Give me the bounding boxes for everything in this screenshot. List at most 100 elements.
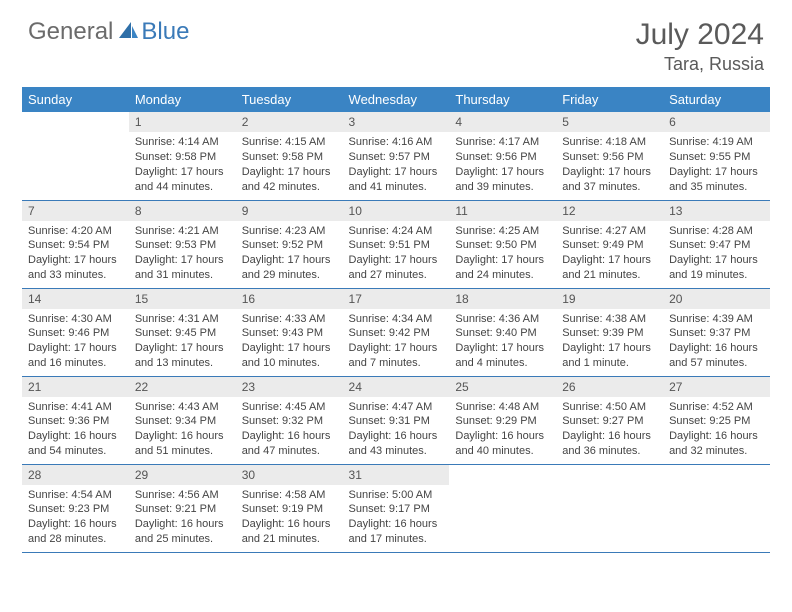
day-daylight1: Daylight: 17 hours <box>135 165 230 180</box>
calendar-day-cell <box>556 464 663 552</box>
day-data: Sunrise: 4:43 AMSunset: 9:34 PMDaylight:… <box>129 397 236 463</box>
month-year: July 2024 <box>636 18 764 52</box>
day-daylight1: Daylight: 16 hours <box>135 429 230 444</box>
day-sunrise: Sunrise: 4:16 AM <box>349 135 444 150</box>
day-sunset: Sunset: 9:37 PM <box>669 326 764 341</box>
day-sunrise: Sunrise: 4:58 AM <box>242 488 337 503</box>
day-sunrise: Sunrise: 4:52 AM <box>669 400 764 415</box>
day-number: 31 <box>343 465 450 485</box>
day-daylight2: and 31 minutes. <box>135 268 230 283</box>
day-sunset: Sunset: 9:58 PM <box>135 150 230 165</box>
weekday-header: Tuesday <box>236 87 343 112</box>
day-data: Sunrise: 4:47 AMSunset: 9:31 PMDaylight:… <box>343 397 450 463</box>
weekday-header: Sunday <box>22 87 129 112</box>
weekday-header: Friday <box>556 87 663 112</box>
day-data: Sunrise: 4:17 AMSunset: 9:56 PMDaylight:… <box>449 132 556 198</box>
day-sunrise: Sunrise: 4:47 AM <box>349 400 444 415</box>
day-data: Sunrise: 4:25 AMSunset: 9:50 PMDaylight:… <box>449 221 556 287</box>
day-data: Sunrise: 4:21 AMSunset: 9:53 PMDaylight:… <box>129 221 236 287</box>
day-sunrise: Sunrise: 4:15 AM <box>242 135 337 150</box>
day-daylight2: and 27 minutes. <box>349 268 444 283</box>
day-sunset: Sunset: 9:54 PM <box>28 238 123 253</box>
calendar-week-row: 7Sunrise: 4:20 AMSunset: 9:54 PMDaylight… <box>22 200 770 288</box>
day-sunrise: Sunrise: 4:50 AM <box>562 400 657 415</box>
day-number: 10 <box>343 201 450 221</box>
calendar-day-cell: 12Sunrise: 4:27 AMSunset: 9:49 PMDayligh… <box>556 200 663 288</box>
day-daylight2: and 40 minutes. <box>455 444 550 459</box>
day-daylight2: and 36 minutes. <box>562 444 657 459</box>
day-daylight1: Daylight: 16 hours <box>349 517 444 532</box>
day-sunset: Sunset: 9:56 PM <box>562 150 657 165</box>
calendar-day-cell: 25Sunrise: 4:48 AMSunset: 9:29 PMDayligh… <box>449 376 556 464</box>
day-daylight1: Daylight: 17 hours <box>349 165 444 180</box>
calendar-day-cell <box>663 464 770 552</box>
day-data: Sunrise: 4:20 AMSunset: 9:54 PMDaylight:… <box>22 221 129 287</box>
day-sunset: Sunset: 9:45 PM <box>135 326 230 341</box>
day-daylight2: and 29 minutes. <box>242 268 337 283</box>
calendar-day-cell: 4Sunrise: 4:17 AMSunset: 9:56 PMDaylight… <box>449 112 556 200</box>
day-sunset: Sunset: 9:32 PM <box>242 414 337 429</box>
day-daylight1: Daylight: 16 hours <box>28 517 123 532</box>
calendar-day-cell: 31Sunrise: 5:00 AMSunset: 9:17 PMDayligh… <box>343 464 450 552</box>
calendar-day-cell: 18Sunrise: 4:36 AMSunset: 9:40 PMDayligh… <box>449 288 556 376</box>
day-sunrise: Sunrise: 4:45 AM <box>242 400 337 415</box>
calendar-day-cell: 3Sunrise: 4:16 AMSunset: 9:57 PMDaylight… <box>343 112 450 200</box>
day-sunrise: Sunrise: 4:17 AM <box>455 135 550 150</box>
day-data: Sunrise: 4:19 AMSunset: 9:55 PMDaylight:… <box>663 132 770 198</box>
calendar-day-cell: 17Sunrise: 4:34 AMSunset: 9:42 PMDayligh… <box>343 288 450 376</box>
day-daylight2: and 51 minutes. <box>135 444 230 459</box>
day-number: 14 <box>22 289 129 309</box>
day-daylight1: Daylight: 16 hours <box>455 429 550 444</box>
day-daylight1: Daylight: 16 hours <box>669 429 764 444</box>
day-sunrise: Sunrise: 4:34 AM <box>349 312 444 327</box>
day-sunset: Sunset: 9:51 PM <box>349 238 444 253</box>
day-data: Sunrise: 4:28 AMSunset: 9:47 PMDaylight:… <box>663 221 770 287</box>
day-daylight2: and 39 minutes. <box>455 180 550 195</box>
day-daylight1: Daylight: 17 hours <box>349 341 444 356</box>
day-number: 1 <box>129 112 236 132</box>
day-daylight2: and 28 minutes. <box>28 532 123 547</box>
day-sunset: Sunset: 9:53 PM <box>135 238 230 253</box>
day-sunset: Sunset: 9:47 PM <box>669 238 764 253</box>
day-data: Sunrise: 4:56 AMSunset: 9:21 PMDaylight:… <box>129 485 236 551</box>
day-sunset: Sunset: 9:40 PM <box>455 326 550 341</box>
day-daylight2: and 43 minutes. <box>349 444 444 459</box>
day-data: Sunrise: 4:50 AMSunset: 9:27 PMDaylight:… <box>556 397 663 463</box>
day-sunrise: Sunrise: 4:14 AM <box>135 135 230 150</box>
weekday-header: Monday <box>129 87 236 112</box>
day-number: 26 <box>556 377 663 397</box>
day-daylight2: and 4 minutes. <box>455 356 550 371</box>
day-daylight2: and 32 minutes. <box>669 444 764 459</box>
brand-sail-icon <box>117 20 139 45</box>
day-sunrise: Sunrise: 4:24 AM <box>349 224 444 239</box>
day-number: 3 <box>343 112 450 132</box>
day-data: Sunrise: 4:38 AMSunset: 9:39 PMDaylight:… <box>556 309 663 375</box>
day-number: 24 <box>343 377 450 397</box>
calendar-day-cell: 24Sunrise: 4:47 AMSunset: 9:31 PMDayligh… <box>343 376 450 464</box>
day-daylight2: and 37 minutes. <box>562 180 657 195</box>
calendar-day-cell: 19Sunrise: 4:38 AMSunset: 9:39 PMDayligh… <box>556 288 663 376</box>
weekday-header: Thursday <box>449 87 556 112</box>
day-number: 27 <box>663 377 770 397</box>
day-data: Sunrise: 4:34 AMSunset: 9:42 PMDaylight:… <box>343 309 450 375</box>
day-sunrise: Sunrise: 4:38 AM <box>562 312 657 327</box>
day-number: 2 <box>236 112 343 132</box>
day-number: 21 <box>22 377 129 397</box>
day-data: Sunrise: 4:18 AMSunset: 9:56 PMDaylight:… <box>556 132 663 198</box>
day-daylight1: Daylight: 17 hours <box>455 341 550 356</box>
day-number: 19 <box>556 289 663 309</box>
day-sunrise: Sunrise: 4:43 AM <box>135 400 230 415</box>
calendar-day-cell: 7Sunrise: 4:20 AMSunset: 9:54 PMDaylight… <box>22 200 129 288</box>
day-sunset: Sunset: 9:56 PM <box>455 150 550 165</box>
calendar-day-cell <box>449 464 556 552</box>
day-sunrise: Sunrise: 4:56 AM <box>135 488 230 503</box>
day-sunrise: Sunrise: 4:23 AM <box>242 224 337 239</box>
day-sunset: Sunset: 9:58 PM <box>242 150 337 165</box>
title-block: July 2024 Tara, Russia <box>636 18 764 75</box>
day-daylight1: Daylight: 17 hours <box>242 253 337 268</box>
brand-part2: Blue <box>141 18 189 46</box>
day-sunrise: Sunrise: 4:19 AM <box>669 135 764 150</box>
day-sunset: Sunset: 9:46 PM <box>28 326 123 341</box>
day-number: 29 <box>129 465 236 485</box>
calendar-week-row: 21Sunrise: 4:41 AMSunset: 9:36 PMDayligh… <box>22 376 770 464</box>
